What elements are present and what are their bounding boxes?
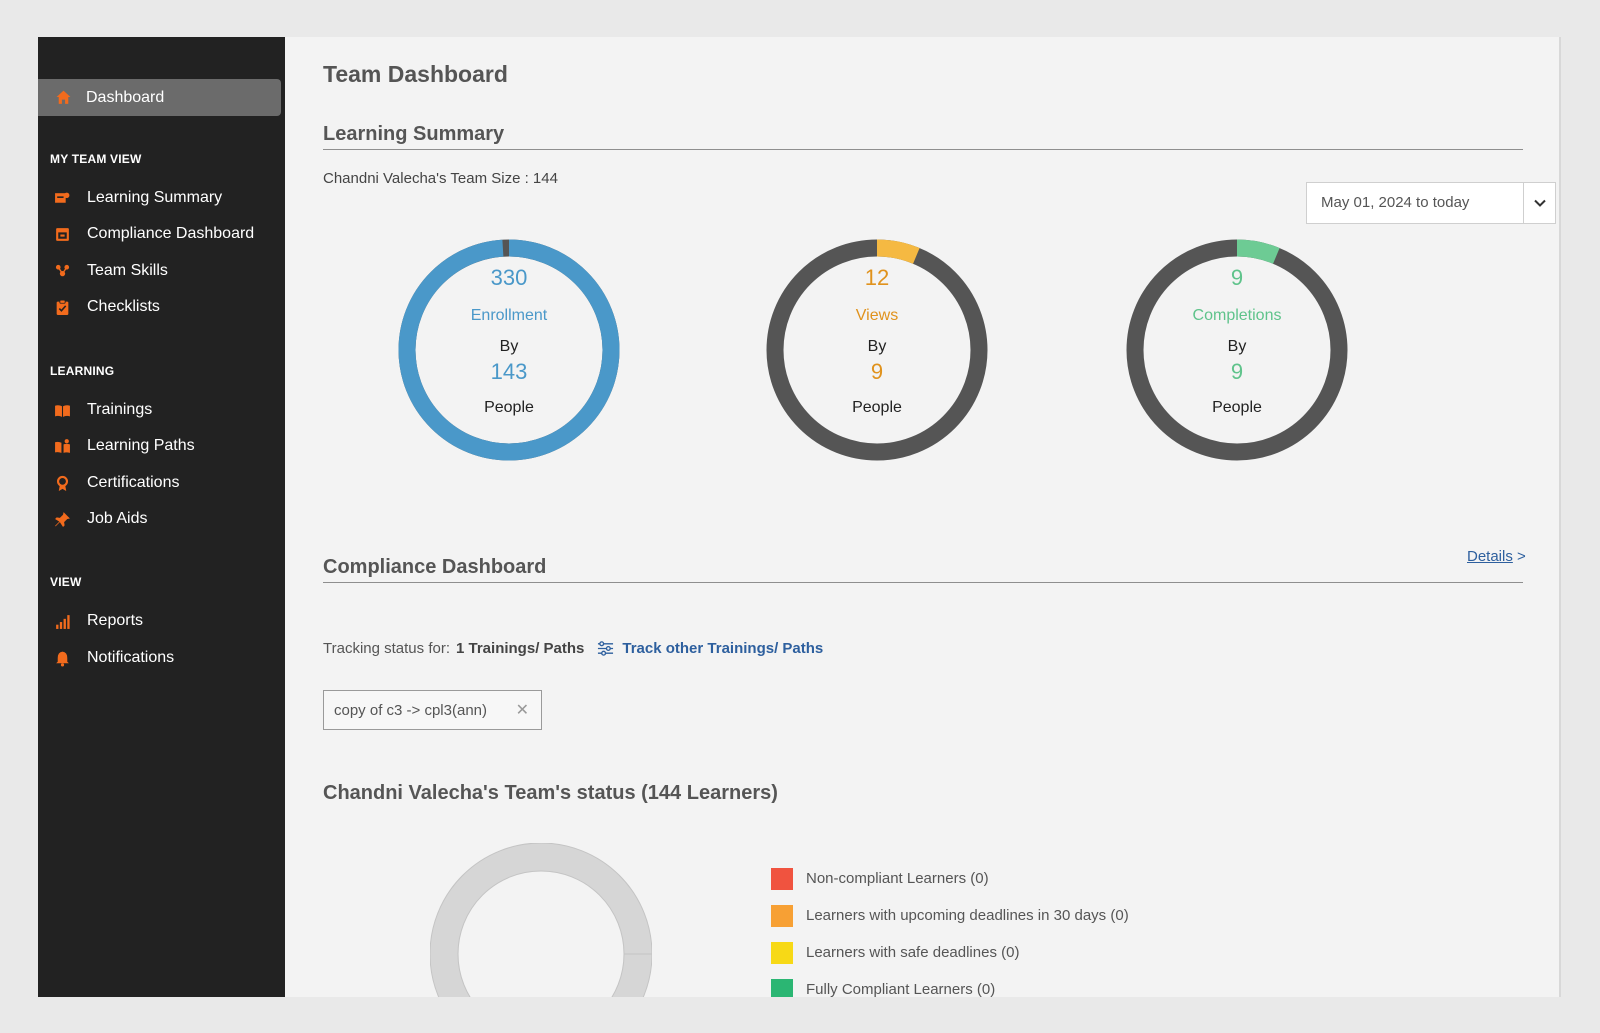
team-status-donut bbox=[430, 843, 652, 997]
completions-donut-ring bbox=[1126, 239, 1348, 461]
enrollment-people-count: 143 bbox=[490, 359, 528, 384]
learning-paths-icon bbox=[53, 437, 71, 455]
details-link-label: Details bbox=[1467, 548, 1513, 565]
views-donut: 12 Views By 9 People bbox=[766, 239, 988, 461]
people-label: People bbox=[1212, 399, 1262, 416]
section-title-learning: LEARNING bbox=[50, 364, 115, 378]
by-label: By bbox=[1227, 338, 1247, 355]
enrollment-count: 330 bbox=[490, 265, 528, 290]
close-icon[interactable]: ✕ bbox=[515, 702, 529, 719]
legend-item-upcoming-deadlines: Learners with upcoming deadlines in 30 d… bbox=[771, 897, 1129, 934]
sidebar-item-trainings[interactable]: Trainings bbox=[38, 395, 285, 425]
sidebar-item-checklists[interactable]: Checklists bbox=[38, 292, 285, 322]
sidebar-item-team-skills[interactable]: Team Skills bbox=[38, 256, 285, 286]
people-label: People bbox=[484, 399, 534, 416]
page-title: Team Dashboard bbox=[323, 61, 508, 87]
sliders-icon bbox=[596, 639, 614, 657]
sidebar-item-label: Compliance Dashboard bbox=[87, 225, 255, 242]
sidebar-item-certifications[interactable]: Certifications bbox=[38, 468, 285, 498]
legend-swatch bbox=[771, 904, 793, 927]
clipboard-icon bbox=[53, 298, 71, 316]
sidebar-item-dashboard[interactable]: Dashboard bbox=[38, 79, 281, 116]
sidebar-item-compliance-dashboard[interactable]: Compliance Dashboard bbox=[38, 219, 285, 249]
legend-label: Non-compliant Learners (0) bbox=[806, 870, 989, 887]
tracking-status: Tracking status for: 1 Trainings/ Paths … bbox=[323, 639, 823, 657]
section-title-view: VIEW bbox=[50, 575, 82, 589]
completions-people-count: 9 bbox=[1230, 359, 1244, 384]
legend-swatch bbox=[771, 867, 793, 890]
ribbon-icon bbox=[53, 474, 71, 492]
sidebar-item-label: Learning Paths bbox=[87, 437, 195, 454]
views-count: 12 bbox=[864, 265, 890, 290]
bar-chart-icon bbox=[53, 612, 71, 630]
views-donut-ring bbox=[766, 239, 988, 461]
home-icon bbox=[54, 89, 72, 107]
chip-label: copy of c3 -> cpl3(ann) bbox=[334, 701, 487, 719]
sidebar-item-notifications[interactable]: Notifications bbox=[38, 643, 285, 673]
sidebar-item-job-aids[interactable]: Job Aids bbox=[38, 504, 285, 534]
details-link[interactable]: Details > bbox=[1467, 548, 1526, 565]
book-icon bbox=[53, 401, 71, 419]
legend-swatch bbox=[771, 978, 793, 997]
enrollment-donut-ring bbox=[398, 239, 620, 461]
app-window: Dashboard MY TEAM VIEW Learning Summary … bbox=[38, 37, 1561, 997]
pin-icon bbox=[53, 510, 71, 528]
track-other-trainings-link[interactable]: Track other Trainings/ Paths bbox=[596, 639, 823, 657]
sidebar-item-label: Certifications bbox=[87, 474, 180, 491]
sidebar-item-label: Trainings bbox=[87, 401, 153, 418]
enrollment-label: Enrollment bbox=[470, 307, 548, 324]
by-label: By bbox=[499, 338, 519, 355]
calendar-icon bbox=[53, 225, 71, 243]
sidebar-item-reports[interactable]: Reports bbox=[38, 606, 285, 636]
sidebar: Dashboard MY TEAM VIEW Learning Summary … bbox=[38, 37, 285, 997]
learning-summary-heading: Learning Summary bbox=[323, 123, 1523, 150]
team-skills-icon bbox=[53, 262, 71, 280]
sidebar-item-label: Reports bbox=[87, 612, 144, 629]
legend-item-non-compliant: Non-compliant Learners (0) bbox=[771, 860, 1129, 897]
legend-label: Fully Compliant Learners (0) bbox=[806, 981, 996, 997]
legend-item-safe-deadlines: Learners with safe deadlines (0) bbox=[771, 934, 1129, 971]
views-label: Views bbox=[855, 307, 899, 324]
chevron-right-icon: > bbox=[1517, 548, 1526, 565]
track-link-label: Track other Trainings/ Paths bbox=[622, 639, 824, 657]
learning-summary-icon bbox=[53, 189, 71, 207]
sidebar-item-learning-summary[interactable]: Learning Summary bbox=[38, 183, 285, 213]
team-status-heading: Chandni Valecha's Team's status (144 Lea… bbox=[323, 782, 778, 804]
by-label: By bbox=[867, 338, 887, 355]
tracking-label: Tracking status for: bbox=[323, 639, 450, 657]
sidebar-item-learning-paths[interactable]: Learning Paths bbox=[38, 431, 285, 461]
date-range-select[interactable]: May 01, 2024 to today bbox=[1306, 182, 1556, 224]
tracking-count: 1 Trainings/ Paths bbox=[456, 639, 585, 657]
completions-count: 9 bbox=[1230, 265, 1244, 290]
completions-label: Completions bbox=[1192, 307, 1282, 324]
sidebar-item-label: Dashboard bbox=[86, 88, 165, 106]
main-content: Team Dashboard Learning Summary Chandni … bbox=[286, 37, 1559, 997]
status-legend: Non-compliant Learners (0) Learners with… bbox=[771, 860, 1129, 997]
section-title-my-team-view: MY TEAM VIEW bbox=[50, 152, 142, 166]
sidebar-item-label: Job Aids bbox=[87, 510, 148, 527]
date-range-value: May 01, 2024 to today bbox=[1321, 194, 1470, 211]
views-people-count: 9 bbox=[870, 359, 884, 384]
legend-label: Learners with safe deadlines (0) bbox=[806, 944, 1020, 961]
people-label: People bbox=[852, 399, 902, 416]
chevron-down-icon[interactable] bbox=[1523, 183, 1555, 223]
legend-swatch bbox=[771, 941, 793, 964]
sidebar-item-label: Learning Summary bbox=[87, 189, 223, 206]
legend-item-fully-compliant: Fully Compliant Learners (0) bbox=[771, 971, 1129, 997]
enrollment-donut: 330 Enrollment By 143 People bbox=[398, 239, 620, 461]
tracked-training-chip: copy of c3 -> cpl3(ann) ✕ bbox=[323, 690, 542, 730]
team-size-text: Chandni Valecha's Team Size : 144 bbox=[323, 170, 558, 187]
compliance-dashboard-heading: Compliance Dashboard bbox=[323, 556, 1523, 583]
completions-donut: 9 Completions By 9 People bbox=[1126, 239, 1348, 461]
sidebar-item-label: Notifications bbox=[87, 649, 175, 666]
sidebar-item-label: Team Skills bbox=[87, 262, 168, 279]
sidebar-item-label: Checklists bbox=[87, 298, 160, 315]
bell-icon bbox=[53, 649, 71, 667]
legend-label: Learners with upcoming deadlines in 30 d… bbox=[806, 907, 1129, 924]
